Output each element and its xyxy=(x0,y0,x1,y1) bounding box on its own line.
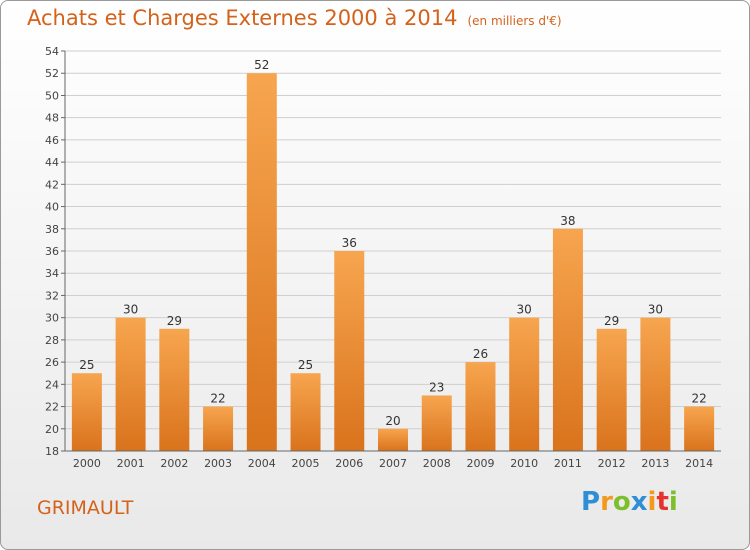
y-tick-label: 32 xyxy=(45,289,59,302)
bar-2004 xyxy=(246,73,277,451)
data-label-2007: 20 xyxy=(385,414,400,428)
y-tick-label: 36 xyxy=(45,245,59,258)
bar-2007 xyxy=(378,428,408,451)
y-tick-label: 38 xyxy=(45,223,59,236)
logo-letter: i xyxy=(647,487,657,517)
bar-2001 xyxy=(115,317,146,451)
y-tick-label: 28 xyxy=(45,334,59,347)
data-label-2001: 30 xyxy=(123,303,138,317)
bar-2010 xyxy=(509,317,540,451)
bar-2005 xyxy=(290,373,321,451)
x-tick-label-2006: 2006 xyxy=(335,457,363,470)
proxiti-logo[interactable]: Proxiti xyxy=(581,487,678,517)
x-tick-label-2007: 2007 xyxy=(379,457,407,470)
data-label-2009: 26 xyxy=(473,347,488,361)
x-tick-label-2008: 2008 xyxy=(423,457,451,470)
y-tick-label: 42 xyxy=(45,178,59,191)
logo-letter: o xyxy=(612,487,631,517)
logo-letter: x xyxy=(630,487,648,517)
bar-2012 xyxy=(596,328,627,451)
commune-name: GRIMAULT xyxy=(37,497,134,519)
title-text: Achats et Charges Externes 2000 à 2014 xyxy=(27,6,458,30)
y-tick-label: 18 xyxy=(45,445,59,458)
y-tick-label: 34 xyxy=(45,267,59,280)
logo-letter: r xyxy=(600,487,613,517)
y-axis-ticks: 18 20 22 24 26 28 30 32 34 36 38 40 42 44 46 48 50 52 54 xyxy=(45,45,65,458)
y-tick-label: 44 xyxy=(45,156,59,169)
y-tick-label: 40 xyxy=(45,201,59,214)
logo-letter: i xyxy=(668,487,678,517)
logo-letter: P xyxy=(581,487,601,517)
bar-2008 xyxy=(421,395,452,451)
x-tick-label-2009: 2009 xyxy=(466,457,494,470)
data-label-2013: 30 xyxy=(648,303,663,317)
y-tick-label: 54 xyxy=(45,45,59,58)
data-label-2002: 29 xyxy=(167,314,182,328)
bar-2000 xyxy=(71,373,102,451)
data-label-2004: 52 xyxy=(254,58,269,72)
y-tick-label: 48 xyxy=(45,112,59,125)
data-label-2014: 22 xyxy=(691,392,706,406)
x-axis-ticks: 2000 2001 2002 2003 2004 2005 2006 2007 2008 2009… xyxy=(73,457,713,470)
x-tick-label-2000: 2000 xyxy=(73,457,101,470)
bar-2014 xyxy=(684,406,715,451)
logo-letter: t xyxy=(656,487,669,517)
data-label-2011: 38 xyxy=(560,214,575,228)
x-tick-label-2001: 2001 xyxy=(117,457,145,470)
bar-2011 xyxy=(552,228,583,451)
x-tick-label-2005: 2005 xyxy=(292,457,320,470)
data-label-2012: 29 xyxy=(604,314,619,328)
y-tick-label: 46 xyxy=(45,134,59,147)
x-tick-label-2003: 2003 xyxy=(204,457,232,470)
data-label-2003: 22 xyxy=(210,392,225,406)
bar-2009 xyxy=(465,362,496,451)
y-tick-label: 22 xyxy=(45,401,59,414)
data-label-2005: 25 xyxy=(298,358,313,372)
chart-title: Achats et Charges Externes 2000 à 2014 (e… xyxy=(27,6,562,30)
data-label-2010: 30 xyxy=(517,303,532,317)
y-tick-label: 24 xyxy=(45,378,59,391)
y-tick-label: 20 xyxy=(45,423,59,436)
x-tick-label-2013: 2013 xyxy=(641,457,669,470)
bar-2003 xyxy=(203,406,234,451)
x-tick-label-2002: 2002 xyxy=(160,457,188,470)
x-tick-label-2004: 2004 xyxy=(248,457,276,470)
bar-2006 xyxy=(334,251,365,451)
chart-subtitle: (en milliers d'€) xyxy=(467,14,562,28)
data-label-2008: 23 xyxy=(429,380,444,394)
x-tick-label-2014: 2014 xyxy=(685,457,713,470)
x-tick-label-2012: 2012 xyxy=(598,457,626,470)
bars: 25 30 29 22 52 25 36 20 23 26 30 38 29 30 22 xyxy=(71,58,715,451)
x-tick-label-2011: 2011 xyxy=(554,457,582,470)
data-label-2006: 36 xyxy=(342,236,357,250)
bar-2002 xyxy=(159,328,190,451)
y-tick-label: 52 xyxy=(45,67,59,80)
y-tick-label: 26 xyxy=(45,356,59,369)
y-tick-label: 30 xyxy=(45,312,59,325)
y-tick-label: 50 xyxy=(45,89,59,102)
bar-2013 xyxy=(640,317,671,451)
data-label-2000: 25 xyxy=(79,358,94,372)
x-tick-label-2010: 2010 xyxy=(510,457,538,470)
